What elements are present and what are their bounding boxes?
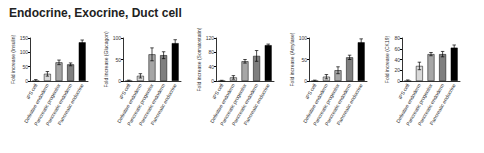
svg-text:20: 20 [394, 67, 400, 73]
svg-text:0: 0 [304, 78, 307, 84]
svg-text:100: 100 [113, 35, 122, 41]
svg-text:50: 50 [22, 64, 28, 70]
svg-text:0: 0 [118, 78, 121, 84]
svg-text:Fold increase (Insulin): Fold increase (Insulin) [10, 35, 16, 85]
svg-text:Pancreatic endoderm: Pancreatic endoderm [44, 82, 74, 127]
svg-text:Definitive endoderm: Definitive endoderm [301, 82, 329, 124]
svg-text:50: 50 [115, 57, 121, 63]
svg-text:Pancreatic endoderm: Pancreatic endoderm [137, 82, 167, 127]
svg-text:Fold increase (CK19): Fold increase (CK19) [384, 36, 390, 84]
svg-text:Fold increase (Somatostatin): Fold increase (Somatostatin) [196, 27, 202, 91]
svg-text:Pancreatic endoderm: Pancreatic endoderm [230, 82, 260, 127]
svg-text:Pancreatic progenitor: Pancreatic progenitor [311, 82, 341, 127]
svg-text:0: 0 [25, 78, 28, 84]
svg-text:0: 0 [211, 78, 214, 84]
svg-text:150: 150 [20, 35, 29, 41]
svg-text:Pancreatic progenitor: Pancreatic progenitor [218, 82, 248, 127]
svg-text:0: 0 [397, 78, 400, 84]
svg-text:Fold increase (Glucagon): Fold increase (Glucagon) [103, 31, 109, 87]
svg-text:Pancreatic endocrine: Pancreatic endocrine [56, 82, 85, 126]
svg-text:iPS cell: iPS cell [210, 82, 225, 100]
svg-text:iPS cell: iPS cell [396, 82, 411, 100]
svg-text:Definitive endoderm: Definitive endoderm [208, 82, 236, 124]
svg-text:Definitive endoderm: Definitive endoderm [115, 82, 143, 124]
svg-text:iPS cell: iPS cell [117, 82, 132, 100]
svg-text:100: 100 [20, 49, 29, 55]
svg-text:80: 80 [394, 35, 400, 41]
svg-text:iPS cell: iPS cell [303, 82, 318, 100]
svg-text:100: 100 [299, 35, 308, 41]
svg-text:50: 50 [301, 57, 307, 63]
svg-text:Pancreatic progenitor: Pancreatic progenitor [404, 82, 434, 127]
svg-text:Definitive endoderm: Definitive endoderm [22, 82, 50, 124]
svg-text:Pancreatic endocrine: Pancreatic endocrine [428, 82, 457, 126]
svg-text:Pancreatic endocrine: Pancreatic endocrine [335, 82, 364, 126]
svg-text:Pancreatic endocrine: Pancreatic endocrine [242, 82, 271, 126]
svg-text:40: 40 [394, 57, 400, 63]
svg-text:Pancreatic endoderm: Pancreatic endoderm [323, 82, 353, 127]
svg-text:Pancreatic endoderm: Pancreatic endoderm [416, 82, 446, 127]
svg-text:Fold increase (Amylase): Fold increase (Amylase) [289, 32, 295, 86]
svg-text:Pancreatic progenitor: Pancreatic progenitor [32, 82, 62, 127]
svg-text:Endocrine, Exocrine, Duct cell: Endocrine, Exocrine, Duct cell [9, 6, 182, 20]
svg-text:Pancreatic endocrine: Pancreatic endocrine [149, 82, 178, 126]
svg-text:60: 60 [394, 46, 400, 52]
svg-text:Pancreatic progenitor: Pancreatic progenitor [125, 82, 155, 127]
svg-text:iPS cell: iPS cell [24, 82, 39, 100]
svg-text:40: 40 [208, 64, 214, 70]
svg-text:80: 80 [208, 49, 214, 55]
svg-text:120: 120 [206, 35, 215, 41]
svg-text:Definitive endoderm: Definitive endoderm [394, 82, 422, 124]
